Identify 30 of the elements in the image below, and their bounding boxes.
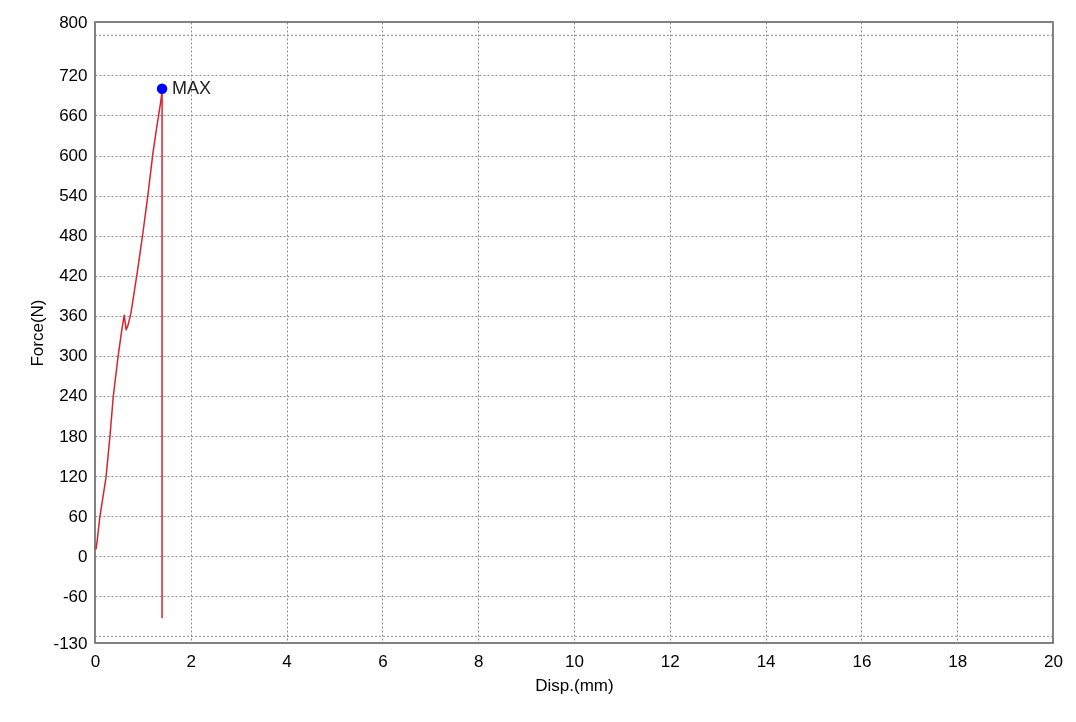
y-tick-label: 120 <box>59 466 88 486</box>
y-tick-label: 300 <box>59 346 88 366</box>
x-tick-label: 14 <box>756 651 776 671</box>
y-tick-label: 720 <box>59 65 88 85</box>
y-tick-label: 600 <box>59 146 88 166</box>
y-tick-label: 0 <box>78 546 88 566</box>
y-tick-label: 540 <box>59 186 88 206</box>
x-tick-label: 0 <box>90 651 101 671</box>
x-tick-label: 12 <box>660 651 680 671</box>
y-tick-label: 180 <box>59 426 88 446</box>
x-tick-label: 6 <box>378 651 388 671</box>
y-tick-label: -130 <box>53 633 88 653</box>
y-tick-label: -60 <box>62 586 88 606</box>
x-tick-label: 2 <box>186 651 197 671</box>
x-tick-label: 16 <box>852 651 872 671</box>
y-tick-label: 420 <box>59 266 88 286</box>
x-tick-label: 18 <box>948 651 968 671</box>
y-tick-label: 480 <box>59 226 88 246</box>
y-tick-label: 240 <box>59 386 88 406</box>
annotation: MAX <box>172 77 212 98</box>
y-tick-label: 60 <box>68 506 88 526</box>
y-tick-label: 800 <box>59 12 88 32</box>
x-tick-label: 4 <box>282 651 292 671</box>
x-axis-title: Disp.(mm) <box>535 675 614 695</box>
y-axis-title: Force(N) <box>28 299 48 367</box>
x-tick-label: 20 <box>1044 651 1063 671</box>
x-tick-label: 10 <box>565 651 584 671</box>
y-tick-label: 660 <box>59 105 88 125</box>
x-tick-label: 8 <box>473 651 484 671</box>
y-tick-label: 360 <box>59 306 88 326</box>
